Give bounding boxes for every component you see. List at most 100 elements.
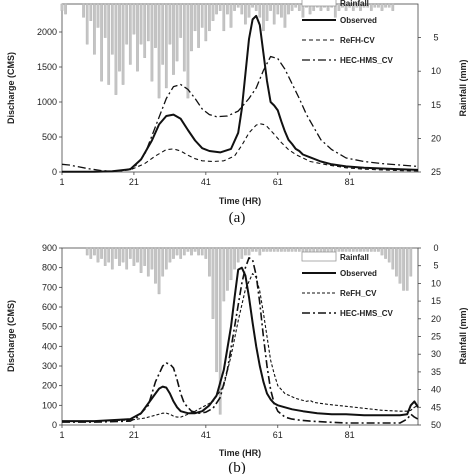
rainfall-bar [305, 247, 308, 252]
y-tick-label: 1000 [37, 97, 57, 107]
panel-b-legend-rainfall-label: Rainfall [340, 253, 369, 262]
rainfall-bar [182, 247, 186, 256]
rainfall-bar [391, 3, 395, 11]
rainfall-bar [222, 3, 226, 32]
rainfall-bar [377, 247, 380, 252]
rainfall-bar [103, 247, 107, 266]
rainfall-bar [132, 247, 136, 266]
rainfall-bar [348, 247, 352, 252]
rainfall-bar [157, 3, 161, 99]
panel-a-lines [61, 14, 419, 173]
y2-tick-label: 0 [433, 243, 438, 253]
rainfall-bar [197, 3, 200, 48]
rainfall-bar [272, 247, 276, 252]
rainfall-bar [82, 3, 85, 18]
rainfall-bar [315, 247, 319, 252]
rainfall-bar [96, 247, 100, 263]
rainfall-bar [143, 247, 147, 266]
rainfall-bar [272, 3, 276, 25]
rainfall-bar [226, 3, 229, 15]
panel-b-legend-refh-label: ReFH_CV [340, 289, 377, 298]
y2-tick-label: 50 [431, 420, 441, 430]
rainfall-bar [369, 3, 373, 11]
rainfall-bar [146, 247, 150, 277]
rainfall-bar [251, 3, 254, 8]
rainfall-bar [190, 3, 193, 52]
rainfall-bar [154, 3, 157, 48]
rainfall-bar [326, 247, 330, 252]
rainfall-bar [60, 3, 64, 11]
rainfall-bar [355, 3, 359, 8]
panel-a-legend-hec-label: HEC-HMS_CV [340, 56, 394, 65]
y-tick-label: 1500 [37, 62, 57, 72]
rainfall-bar [323, 247, 326, 252]
panel-a-rainfall-bars [60, 3, 395, 99]
y-tick-label: 700 [42, 282, 57, 292]
rainfall-bar [96, 3, 100, 28]
rainfall-bar [132, 3, 136, 35]
x-tick-label: 41 [201, 177, 211, 187]
rainfall-bar [136, 247, 139, 263]
rainfall-bar [366, 3, 370, 8]
series-line-hec-hms [61, 55, 419, 172]
series-line-refh [62, 123, 419, 173]
rainfall-bar [240, 247, 244, 259]
y2-tick-label: 45 [431, 402, 441, 412]
rainfall-bar [93, 3, 96, 55]
rainfall-bar [269, 247, 272, 252]
rainfall-bar [395, 247, 398, 277]
rainfall-bar [186, 3, 190, 99]
rainfall-bar [251, 247, 254, 252]
panel-b-legend-rainfall-swatch [301, 251, 337, 262]
panel-b-lines [62, 257, 419, 424]
rainfall-bar [150, 3, 154, 82]
panel-a-ticks: 1 21 41 61 81 0 500 1000 1500 2000 5 10 15 20 25 [37, 27, 441, 187]
panel-b-caption: (b) [228, 460, 246, 474]
rainfall-bar [262, 247, 265, 252]
rainfall-bar [405, 247, 409, 291]
x-tick-label: 41 [201, 430, 211, 440]
rainfall-bar [218, 3, 222, 11]
panel-a-y2-axis-label: Rainfall (mm) [458, 59, 468, 116]
rainfall-bar [262, 3, 265, 32]
rainfall-bar [193, 3, 197, 32]
rainfall-bar [110, 3, 114, 55]
rainfall-bar [150, 247, 154, 270]
panel-b-y-axis-label: Discharge (CMS) [6, 300, 16, 372]
rainfall-bar [85, 3, 89, 45]
rainfall-bar [179, 3, 183, 38]
rainfall-bar [211, 3, 215, 21]
rainfall-bar [186, 247, 190, 252]
rainfall-bar [218, 247, 222, 415]
x-tick-label: 21 [129, 177, 139, 187]
rainfall-bar [164, 3, 168, 89]
rainfall-bar [247, 3, 251, 18]
rainfall-bar [362, 3, 366, 8]
rainfall-bar [154, 247, 157, 284]
panel-a-legend-refh-label: ReFH-CV [340, 36, 375, 45]
rainfall-bar [143, 3, 147, 58]
rainfall-bar [193, 247, 197, 252]
panel-b-ticks: 1 21 41 61 81 0 100 200 300 400 500 600 700 800 900 0 5 1… [42, 243, 441, 440]
rainfall-bar [128, 3, 132, 65]
rainfall-bar [190, 247, 193, 256]
x-tick-label: 1 [59, 430, 64, 440]
rainfall-bar [229, 3, 233, 28]
rainfall-bar [337, 3, 341, 11]
rainfall-bar [387, 247, 391, 263]
rainfall-bar [276, 247, 280, 252]
y-tick-label: 800 [42, 263, 57, 273]
y2-tick-label: 10 [431, 278, 441, 288]
rainfall-bar [204, 3, 208, 42]
rainfall-bar [168, 247, 172, 263]
x-tick-label: 21 [129, 430, 139, 440]
rainfall-bar [384, 247, 387, 259]
rainfall-bar [290, 247, 294, 252]
y-tick-label: 600 [42, 302, 57, 312]
rainfall-bar [179, 247, 183, 259]
rainfall-bar [125, 3, 129, 45]
series-line-observed [62, 266, 419, 423]
y-tick-label: 2000 [37, 27, 57, 37]
rainfall-bar [380, 3, 384, 11]
panel-a-legend: Rainfall Observed ReFH-CV HEC-HMS_CV [301, 0, 394, 65]
